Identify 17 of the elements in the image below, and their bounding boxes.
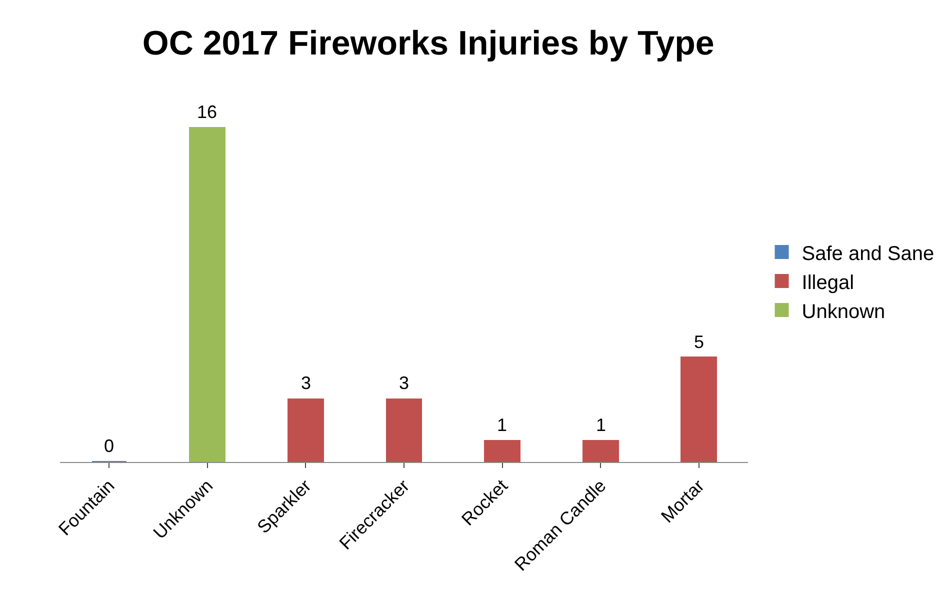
data-label: 5: [694, 332, 704, 352]
bar: [680, 356, 718, 462]
data-label: 1: [596, 415, 606, 435]
legend-label: Safe and Sane: [802, 242, 934, 265]
data-label: 3: [301, 373, 312, 393]
legend-label: Unknown: [802, 300, 886, 323]
bar: [189, 127, 226, 462]
data-label: 16: [197, 102, 218, 122]
chart-title: OC 2017 Fireworks Injuries by Type: [142, 24, 714, 62]
bar: [386, 398, 422, 462]
bar: [484, 440, 520, 462]
data-label: 3: [399, 373, 410, 393]
bar: [288, 398, 324, 462]
data-label: 1: [497, 415, 508, 435]
legend-label: Illegal: [802, 272, 854, 294]
data-label: 0: [104, 436, 114, 456]
bar: [582, 440, 619, 462]
